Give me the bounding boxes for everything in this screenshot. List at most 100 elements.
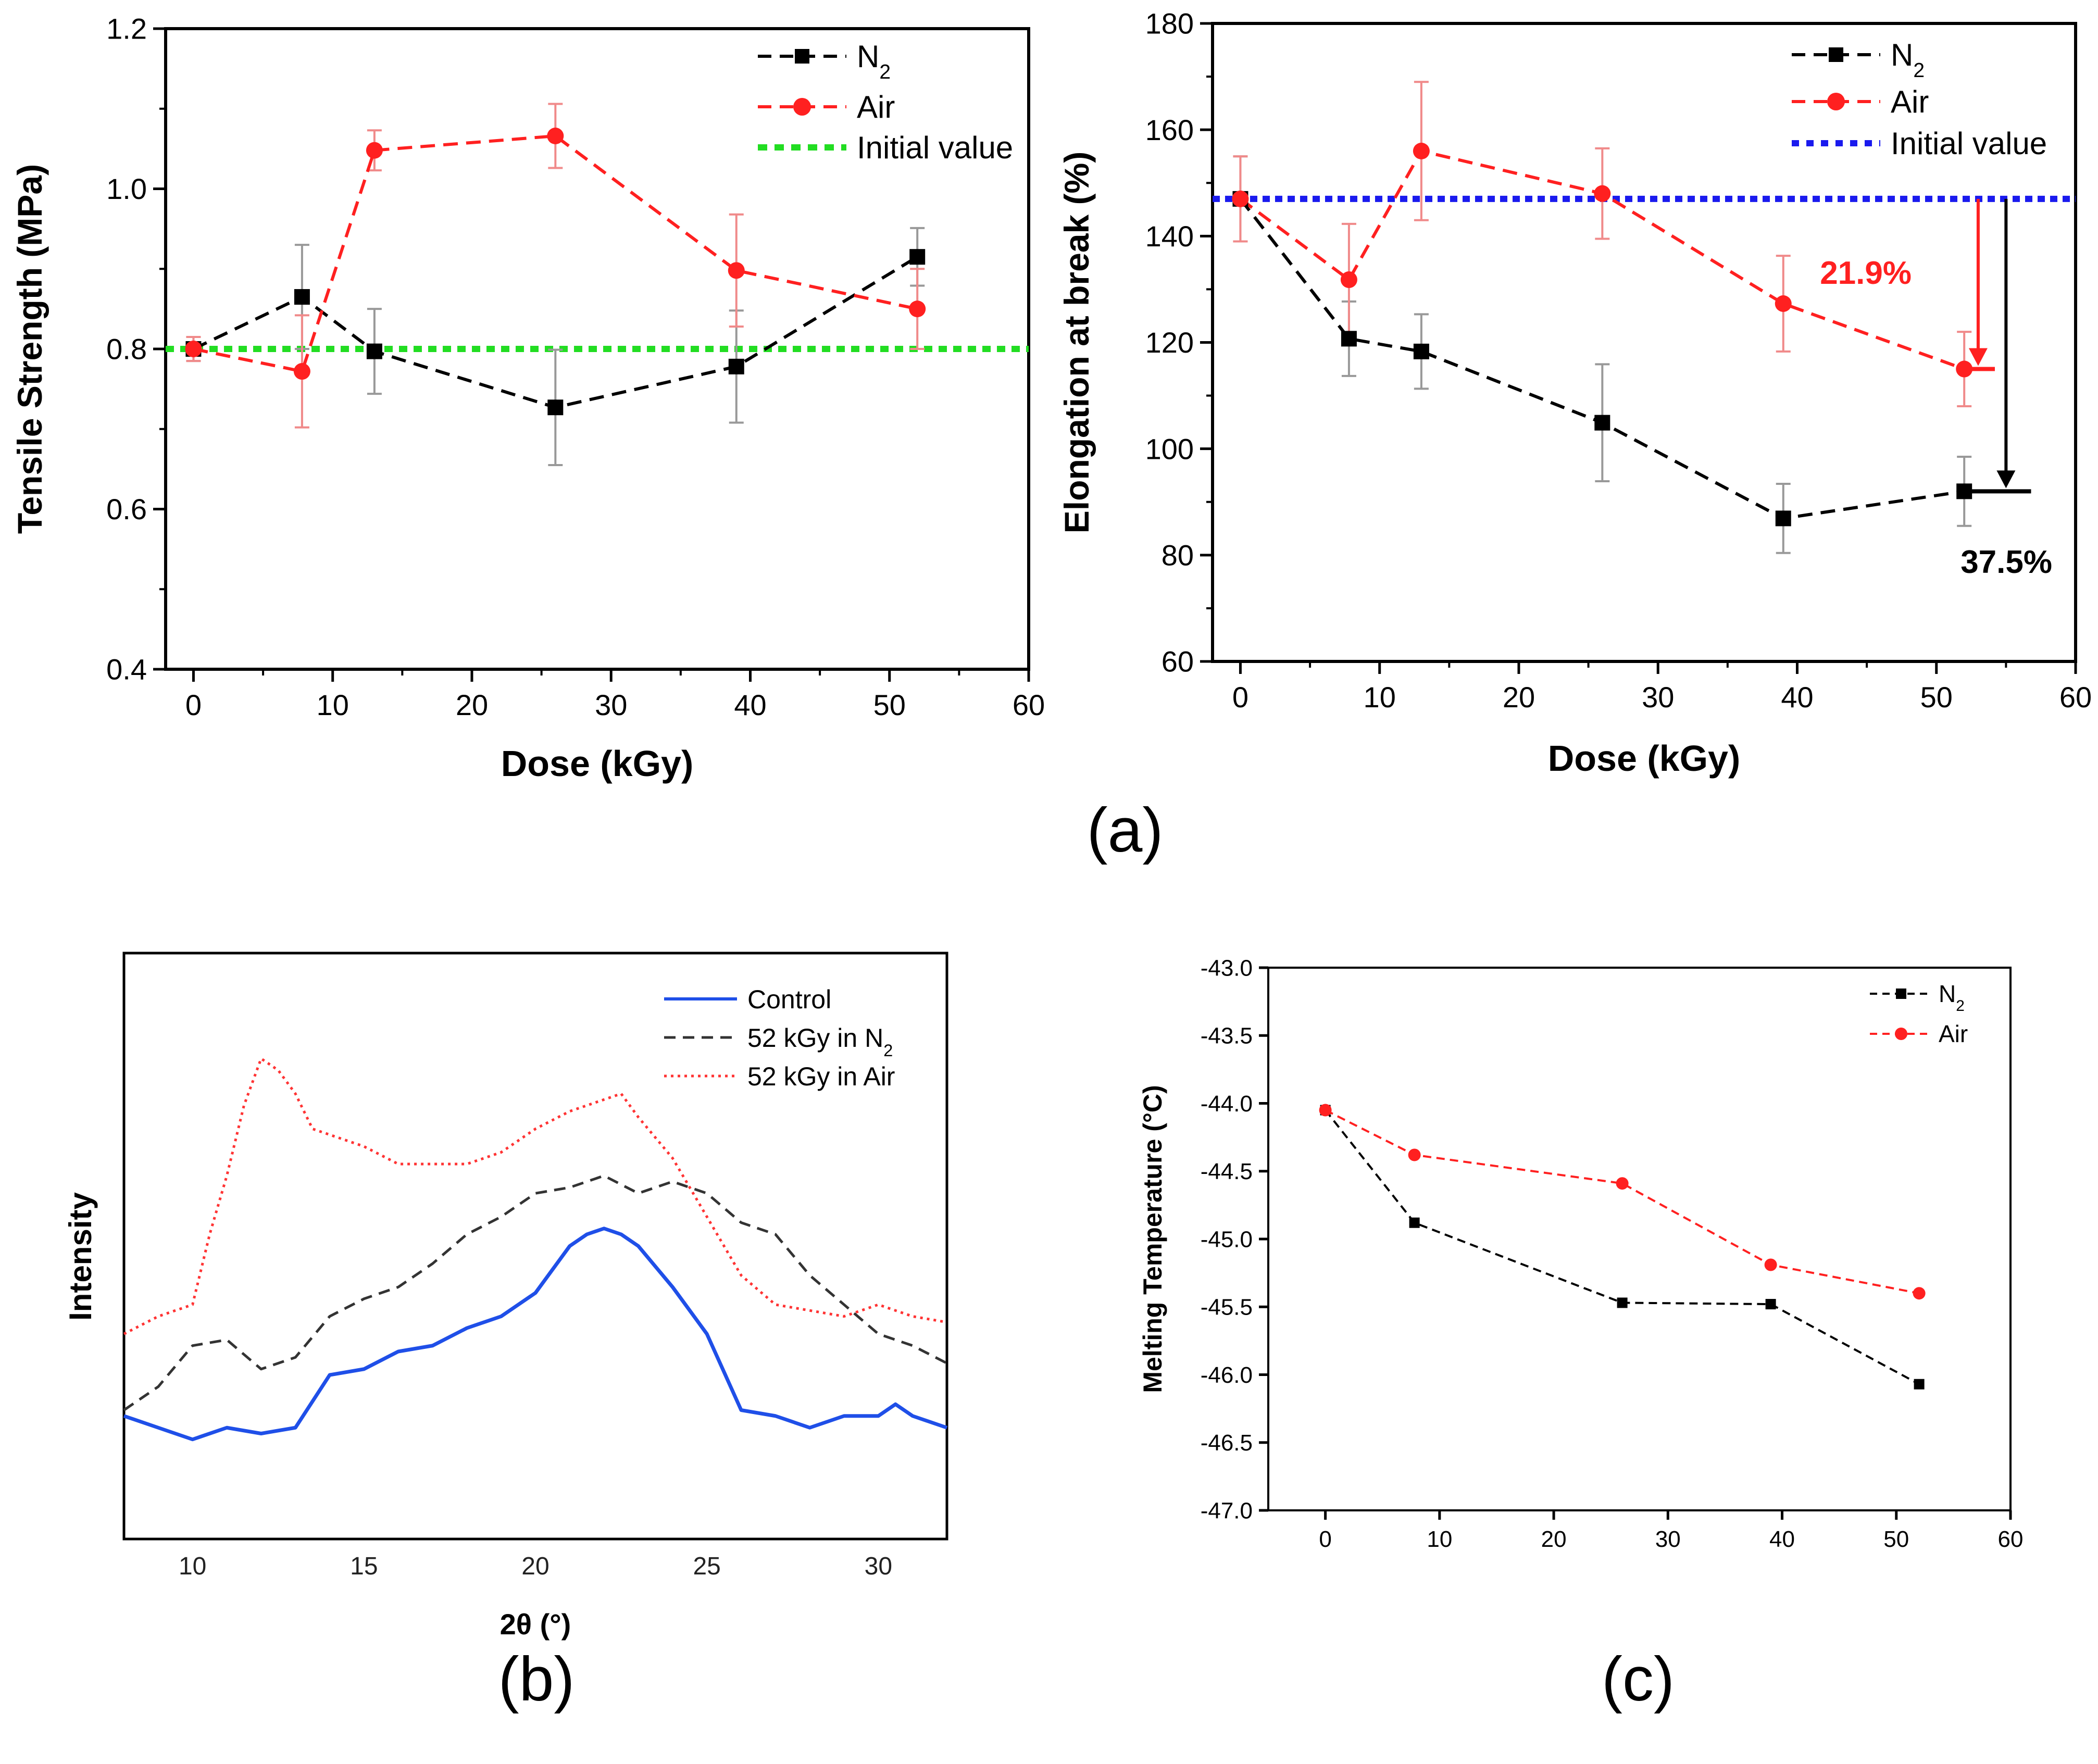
tensile-air-line	[193, 134, 918, 373]
tensile-ytick-label: 0.8	[106, 333, 147, 366]
elongation-y-axis-title: Elongation at break (%)	[1057, 152, 1096, 533]
elongation-x-axis-title: Dose (kGy)	[1548, 738, 1741, 779]
panel-label-c: (c)	[1602, 1644, 1675, 1714]
xrd-n2-line	[123, 1174, 948, 1411]
tensile-n2-point	[547, 399, 564, 416]
xrd-xtick-label: 20	[521, 1553, 549, 1580]
tensile-xtick-label: 0	[185, 689, 202, 721]
tensile-air-point	[909, 301, 926, 318]
xrd-chart: 10 15 20 25 30 2θ (°) Intensity Control 52 kGy i…	[63, 952, 948, 1641]
elongation-n2-legend-marker	[1829, 47, 1843, 62]
elongation-xtick-label: 40	[1781, 681, 1813, 714]
tensile-xtick-label: 30	[595, 689, 627, 721]
tensile-n2-point	[366, 343, 382, 359]
elongation-n2-legend-label: N2	[1891, 37, 1925, 82]
elongation-air-point	[1413, 143, 1430, 159]
melting-xtick-label: 30	[1655, 1527, 1681, 1552]
melting-air-point	[1616, 1177, 1629, 1190]
melting-ytick-label: -43.0	[1201, 955, 1253, 981]
xrd-y-axis-title: Intensity	[63, 1192, 98, 1321]
tensile-air-point	[728, 262, 745, 279]
elongation-xtick-label: 60	[2059, 681, 2092, 714]
elongation-air-legend-label: Air	[1891, 84, 1929, 119]
melting-xtick-label: 10	[1427, 1527, 1452, 1552]
melting-xtick-label: 0	[1319, 1527, 1331, 1552]
melting-n2-legend-label: N2	[1939, 980, 1965, 1015]
elongation-ytick-label: 80	[1162, 539, 1194, 571]
melting-xtick-label: 20	[1541, 1527, 1567, 1552]
tensile-ytick-label: 1.0	[106, 172, 147, 205]
melting-xtick-label: 40	[1769, 1527, 1795, 1552]
tensile-n2-point	[294, 289, 310, 305]
melting-ytick-label: -46.5	[1201, 1430, 1253, 1456]
elongation-xtick-label: 20	[1503, 681, 1535, 714]
tensile-xtick-label: 10	[317, 689, 349, 721]
melting-ytick-label: -45.5	[1201, 1295, 1253, 1320]
xrd-xtick-label: 30	[865, 1553, 892, 1580]
elongation-xtick-label: 30	[1642, 681, 1674, 714]
xrd-x-axis-title: 2θ (°)	[500, 1608, 571, 1641]
tensile-air-point	[185, 341, 202, 357]
tensile-air-legend-label: Air	[857, 90, 895, 124]
tensile-air-point	[293, 363, 310, 380]
elongation-ytick-label: 120	[1145, 326, 1194, 359]
xrd-xtick-label: 10	[179, 1553, 206, 1580]
melting-xtick-label: 50	[1883, 1527, 1909, 1552]
melting-xtick-label: 60	[1998, 1527, 2024, 1552]
elongation-ytick-label: 140	[1145, 220, 1194, 253]
tensile-n2-legend-label: N2	[857, 39, 891, 83]
elongation-n2-reduction-label: 37.5%	[1960, 544, 2052, 580]
elongation-n2-line	[1239, 198, 1965, 520]
tensile-n2-point	[909, 249, 926, 265]
tensile-n2-point	[728, 358, 744, 374]
melting-air-legend-label: Air	[1939, 1020, 1968, 1047]
elongation-n2-point	[1341, 331, 1357, 347]
tensile-n2-line	[193, 255, 918, 409]
melting-air-line	[1325, 1109, 1919, 1295]
melting-air-point	[1764, 1258, 1777, 1271]
melting-air-point	[1319, 1104, 1332, 1117]
melting-frame	[1267, 967, 2012, 1511]
tensile-air-point	[547, 128, 564, 145]
elongation-air-line	[1239, 149, 1965, 371]
melting-ytick-label: -45.0	[1201, 1227, 1253, 1252]
tensile-xtick-label: 50	[873, 689, 906, 721]
melting-air-legend-marker	[1895, 1028, 1907, 1040]
elongation-at-break-chart: 0 10 20 30 40 50 60 60 80 100 120 140 160 180 Dose (kG…	[1057, 7, 2092, 779]
melting-temperature-chart: 0 10 20 30 40 50 60 -47.0 -46.5 -46.0 -45.5 -45.0 -4…	[1138, 955, 2023, 1552]
tensile-xtick-label: 20	[456, 689, 488, 721]
melting-ytick-label: -44.5	[1201, 1159, 1253, 1184]
melting-ytick-label: -47.0	[1201, 1498, 1253, 1523]
tensile-strength-chart: 0 10 20 30 40 50 60 0.4 0.6 0.8 1.0 1.2 Dose (kGy) Te…	[10, 12, 1045, 784]
xrd-frame	[122, 952, 948, 1541]
tensile-ytick-label: 0.4	[106, 653, 147, 686]
melting-n2-point	[1914, 1379, 1925, 1390]
elongation-ytick-label: 160	[1145, 114, 1194, 146]
elongation-xtick-label: 0	[1232, 681, 1248, 714]
elongation-n2-point	[1594, 415, 1610, 431]
elongation-xtick-label: 10	[1364, 681, 1396, 714]
melting-n2-point	[1765, 1299, 1776, 1310]
elongation-ytick-label: 60	[1162, 645, 1194, 678]
xrd-xtick-label: 15	[350, 1553, 378, 1580]
xrd-control-legend-label: Control	[747, 985, 831, 1014]
elongation-n2-point	[1956, 483, 1972, 499]
elongation-air-legend-marker	[1827, 93, 1845, 110]
xrd-xtick-label: 25	[693, 1553, 720, 1580]
xrd-control-line	[123, 1227, 948, 1442]
elongation-air-point	[1775, 295, 1792, 312]
elongation-air-point	[1594, 185, 1611, 202]
tensile-xtick-label: 60	[1013, 689, 1045, 721]
melting-ytick-label: -43.5	[1201, 1023, 1253, 1049]
elongation-air-point	[1956, 360, 1973, 378]
melting-air-point	[1913, 1287, 1926, 1300]
tensile-n2-legend-marker	[795, 49, 809, 64]
elongation-n2-point	[1413, 343, 1429, 359]
panel-label-a: (a)	[1087, 795, 1164, 865]
elongation-ytick-label: 100	[1145, 432, 1194, 465]
tensile-ytick-label: 1.2	[106, 12, 147, 45]
tensile-air-legend-marker	[793, 98, 811, 116]
tensile-ytick-label: 0.6	[106, 493, 147, 526]
xrd-n2-legend-label: 52 kGy in N2	[747, 1023, 893, 1060]
melting-n2-point	[1409, 1217, 1420, 1228]
